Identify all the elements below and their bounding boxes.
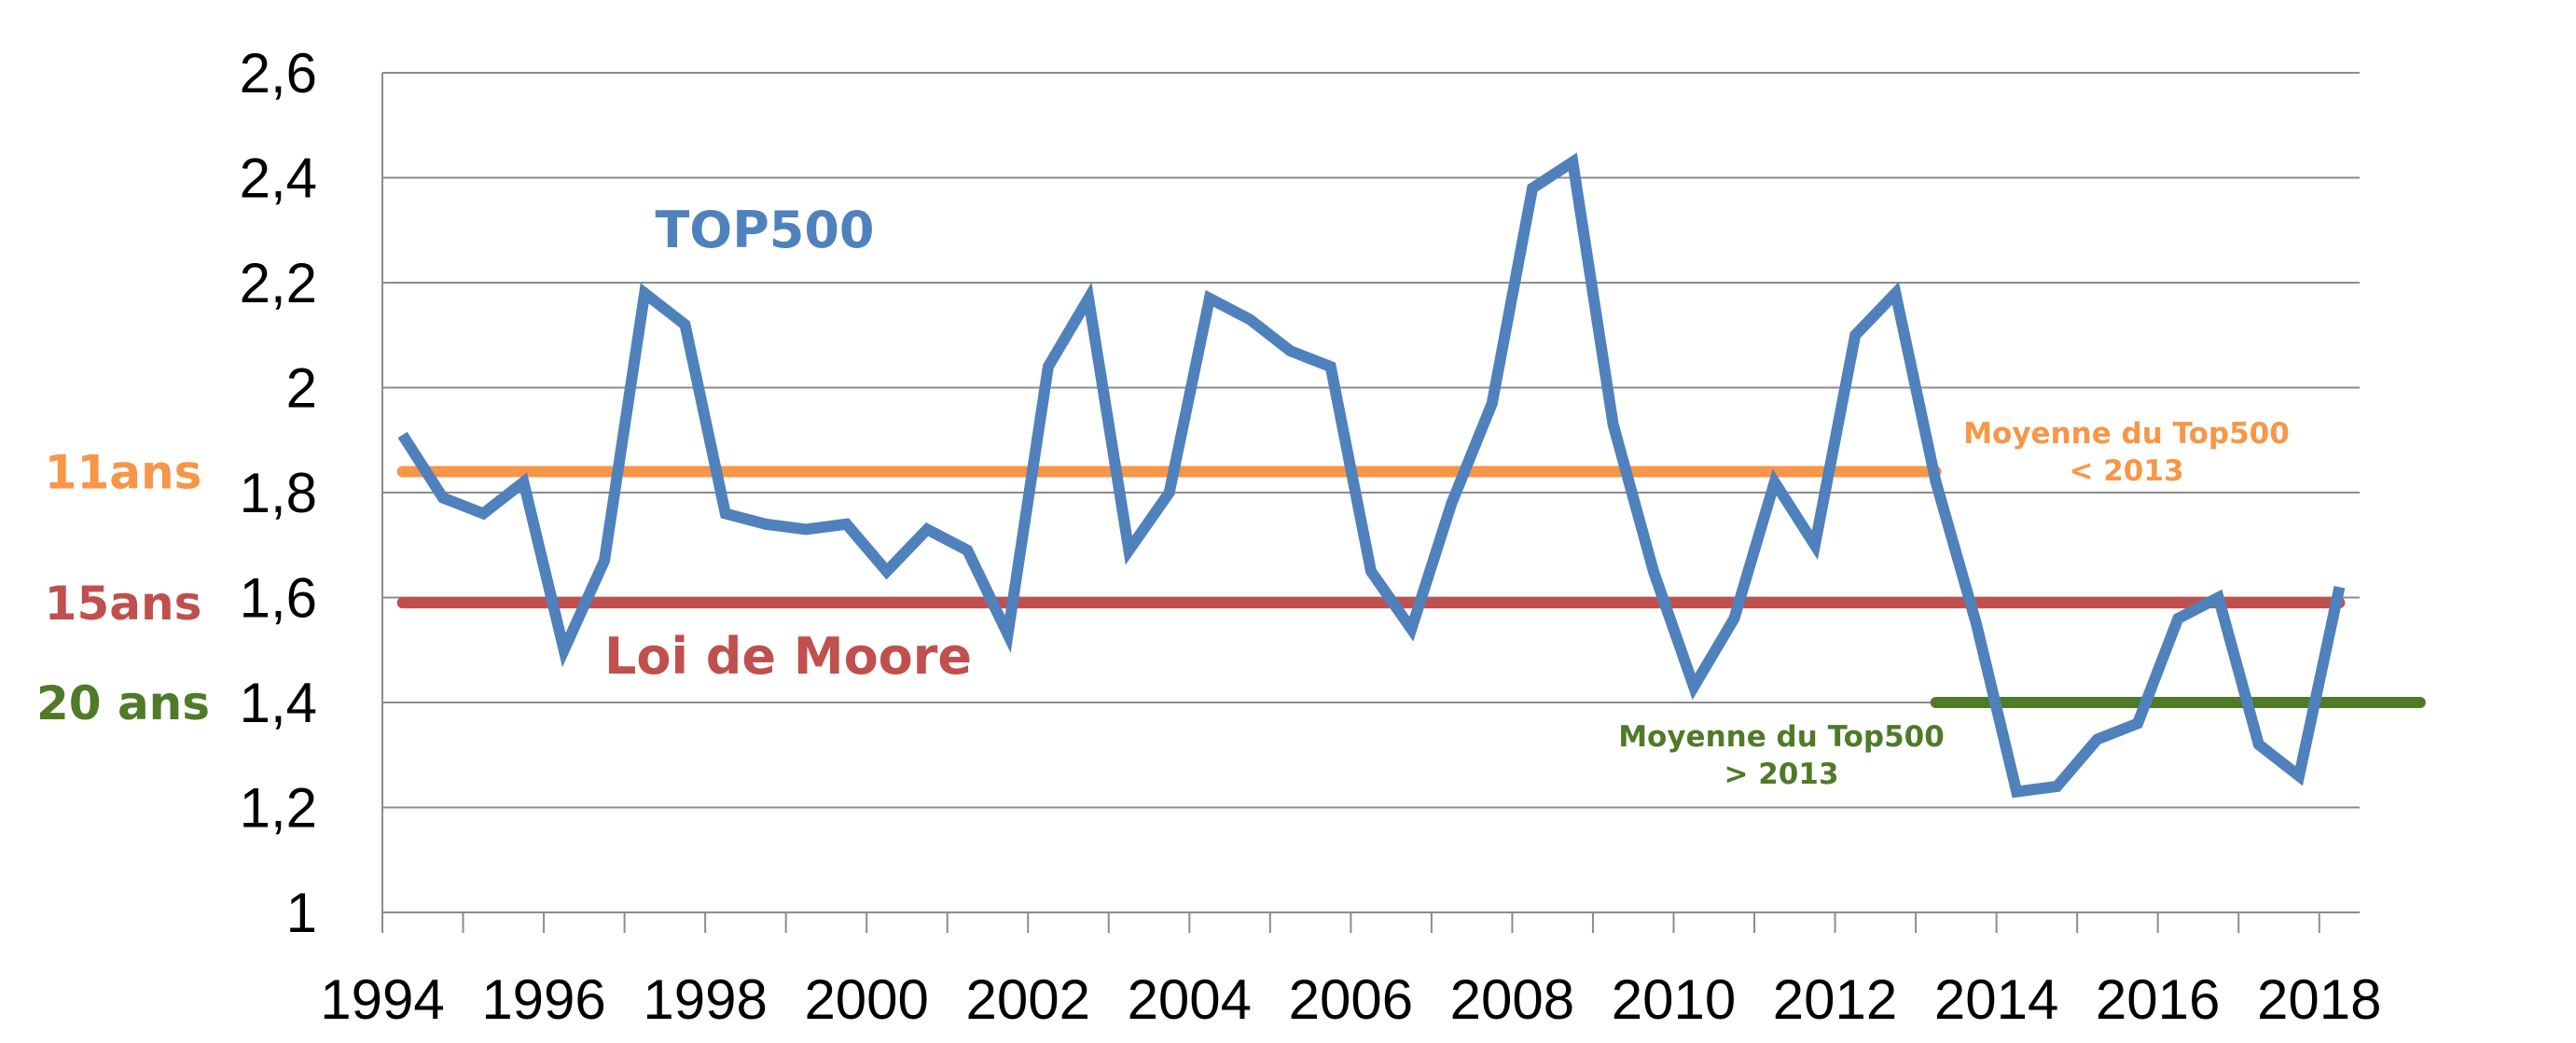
y-tick-label: 1,6 (240, 567, 317, 630)
x-tick-label: 2000 (804, 968, 928, 1031)
series-point (804, 527, 808, 531)
x-tick-label: 2014 (1934, 968, 2058, 1031)
series-point (885, 569, 889, 573)
series-point (1490, 401, 1494, 405)
x-tick-label: 1998 (643, 968, 767, 1031)
series-point (562, 648, 566, 652)
series-point (1813, 543, 1817, 547)
reference-side-label: 20 ans (36, 676, 210, 730)
series-point (2337, 585, 2341, 589)
series-point (724, 512, 727, 516)
series-point (441, 496, 445, 500)
y-tick-label: 2,4 (240, 147, 317, 210)
y-tick-label: 2,6 (240, 42, 317, 104)
series-point (1450, 501, 1454, 505)
series-point (683, 323, 686, 327)
reference-side-label: 11ans (45, 446, 202, 500)
x-tick-label: 2018 (2257, 968, 2381, 1031)
series-point (1974, 622, 1978, 626)
y-axis-ticks: 1 1,2 1,4 1,6 1,8 2 2,2 2,4 2,6 (240, 42, 317, 944)
series-point (1006, 633, 1010, 636)
series-point (1692, 685, 1696, 688)
y-tick-label: 1 (286, 882, 317, 944)
y-tick-label: 2,2 (240, 252, 317, 314)
series-point (1853, 333, 1857, 337)
y-tick-label: 1,2 (240, 777, 317, 840)
series-point (1409, 627, 1413, 631)
series-point (1652, 569, 1655, 573)
y-tick-label: 1,8 (240, 462, 317, 524)
series-line (397, 152, 2346, 799)
x-tick-label: 2004 (1128, 968, 1252, 1031)
series-point (2136, 722, 2140, 726)
x-tick-label: 2008 (1450, 968, 1574, 1031)
x-tick-label: 1996 (481, 968, 605, 1031)
series-point (521, 480, 525, 484)
series-point (1329, 365, 1333, 369)
series-point (2217, 596, 2221, 600)
x-tick-label: 2012 (1773, 968, 1897, 1031)
series-point (1087, 297, 1090, 300)
series-point (1571, 160, 1574, 164)
series-point (2015, 790, 2018, 794)
y-tick-label: 2 (286, 357, 317, 420)
series-point (2176, 617, 2180, 620)
series-point (1046, 365, 1050, 369)
reference-note: Loi de Moore (604, 627, 972, 686)
series-point (2257, 743, 2261, 746)
series-point (764, 522, 768, 526)
series-point (2096, 737, 2099, 741)
series-point (1934, 480, 1938, 484)
series-label: TOP500 (655, 201, 874, 259)
series-point (643, 291, 646, 295)
x-tick-label: 1994 (320, 968, 444, 1031)
reference-note: < 2013 (2069, 454, 2183, 488)
series-point (1530, 187, 1534, 190)
reference-side-label: 15ans (45, 577, 202, 631)
reference-note: Moyenne du Top500 (1618, 720, 1945, 754)
reference-note: Moyenne du Top500 (1963, 417, 2290, 451)
series-point (965, 549, 969, 552)
x-tick-label: 2016 (2096, 968, 2220, 1031)
series-point (481, 512, 485, 516)
series-point (845, 522, 849, 526)
series-point (1168, 491, 1171, 494)
series-point (1208, 297, 1212, 300)
axes (381, 73, 2360, 933)
series-point (1773, 480, 1777, 484)
x-tick-label: 2010 (1612, 968, 1736, 1031)
series-point (2297, 774, 2301, 778)
series-point (1732, 617, 1736, 620)
x-tick-label: 2002 (966, 968, 1090, 1031)
reference-note: > 2013 (1724, 758, 1838, 791)
series-point (602, 559, 606, 563)
series-point (1288, 349, 1292, 353)
series-point (1369, 569, 1373, 573)
x-tick-label: 2006 (1289, 968, 1413, 1031)
series-point (401, 433, 405, 437)
series-point (2056, 785, 2059, 788)
series-point (1893, 291, 1897, 295)
series-point (1612, 423, 1615, 426)
series-point (1248, 317, 1252, 321)
series-point (925, 527, 929, 531)
x-axis-ticks: 1994 1996 1998 2000 2002 2004 2006 2008 2010 2012… (320, 968, 2381, 1031)
series-group (397, 152, 2346, 799)
series-point (1127, 549, 1130, 552)
y-tick-label: 1,4 (240, 672, 317, 734)
